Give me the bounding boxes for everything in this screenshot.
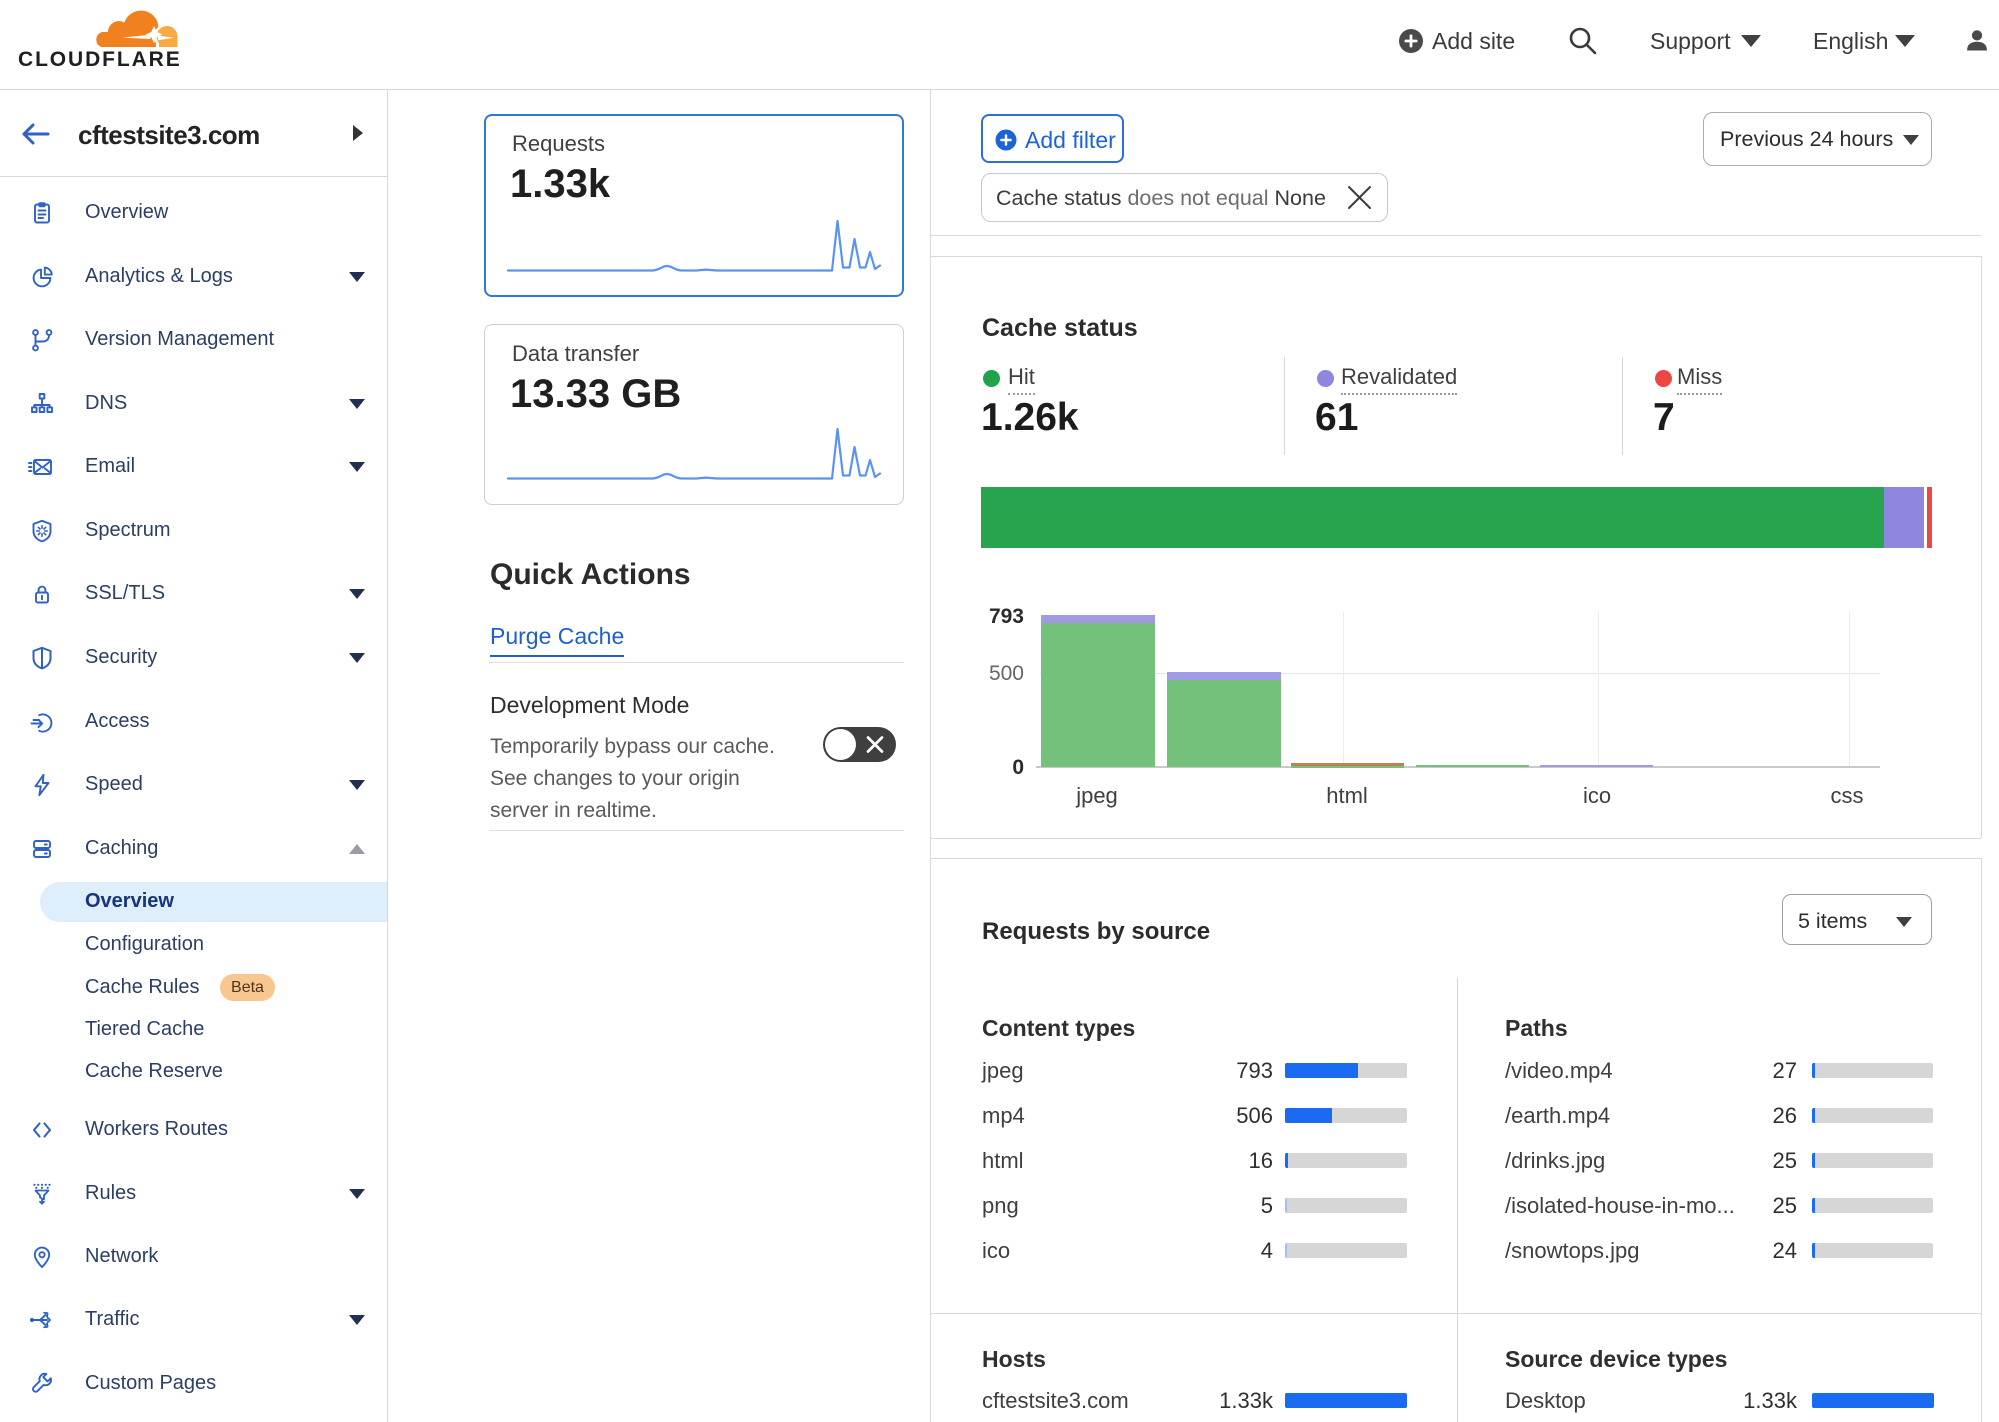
svg-text:CLOUDFLARE: CLOUDFLARE [18,48,182,70]
